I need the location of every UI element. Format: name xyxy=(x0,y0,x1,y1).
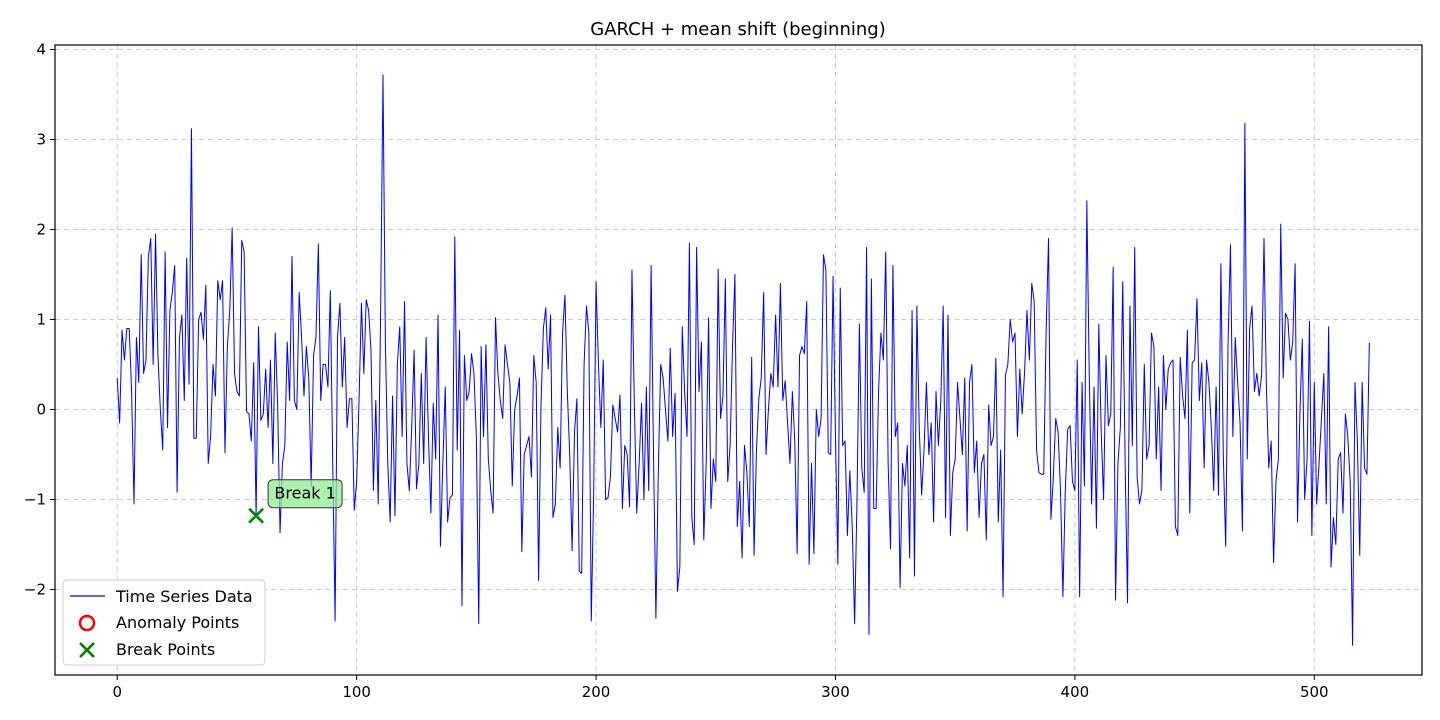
plot-frame xyxy=(54,44,1423,676)
legend-anomaly-marker xyxy=(78,614,96,632)
break-label: Break 1 xyxy=(274,484,335,503)
x-tick-label: 0 xyxy=(112,683,122,701)
legend-label-break: Break Points xyxy=(116,640,215,659)
series-line xyxy=(116,74,1370,646)
x-tick-label: 500 xyxy=(1300,683,1329,701)
y-tick-label: 0 xyxy=(36,401,46,419)
y-tick-label: 4 xyxy=(36,41,46,59)
y-tick-label: 1 xyxy=(36,311,46,329)
legend-box xyxy=(62,579,266,666)
y-tick-label: 2 xyxy=(36,221,46,239)
y-tick-label: −2 xyxy=(24,581,46,599)
y-tick-label: 3 xyxy=(36,131,46,149)
legend-label-anomaly: Anomaly Points xyxy=(116,613,239,632)
x-tick-label: 400 xyxy=(1061,683,1090,701)
break-point-marker xyxy=(248,507,265,524)
x-tick-label: 200 xyxy=(582,683,611,701)
legend-label-series: Time Series Data xyxy=(115,587,253,606)
series-layer xyxy=(116,74,1370,646)
marker-layer: Break 1 xyxy=(248,479,343,524)
x-tick-label: 300 xyxy=(821,683,850,701)
legend: Time Series Data Anomaly Points Break Po… xyxy=(62,579,266,666)
chart-title: GARCH + mean shift (beginning) xyxy=(590,19,885,40)
x-tick-label: 100 xyxy=(342,683,371,701)
y-tick-label: −1 xyxy=(24,491,46,509)
axis-ticks: 0 100 200 300 400 500 −2 −1 0 1 2 3 4 xyxy=(24,41,1329,702)
legend-break-marker xyxy=(79,642,95,658)
break-label-box xyxy=(267,479,343,509)
grid xyxy=(55,45,1422,675)
